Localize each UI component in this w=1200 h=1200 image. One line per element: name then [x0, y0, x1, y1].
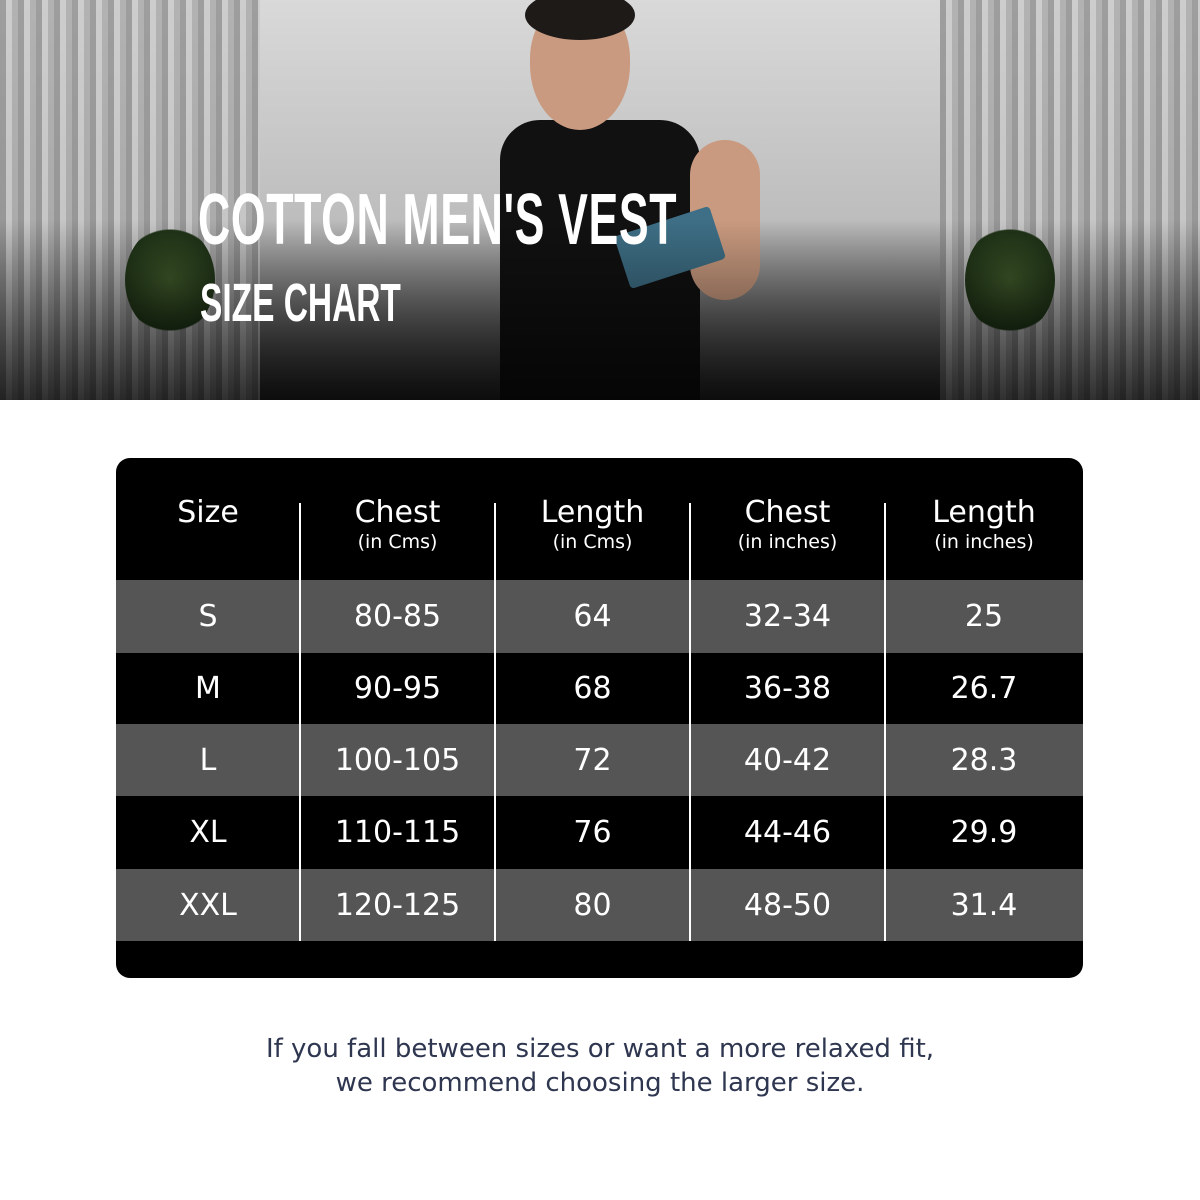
column-divider: [494, 503, 496, 941]
table-cell: 80-85: [353, 599, 442, 634]
table-cell: 64: [573, 599, 612, 634]
table-header: Size Chest (in Cms) Length (in Cms) Chest(…: [116, 458, 1083, 580]
header-length-cm: Length (in Cms): [495, 458, 690, 580]
header-length-in: Length (in inches): [885, 458, 1083, 580]
column-divider: [299, 503, 301, 941]
header-unit: (in Cms): [552, 531, 633, 553]
table-cell: 26.7: [950, 671, 1018, 706]
table-cell: XXL: [179, 887, 237, 923]
table-cell: 44-46: [743, 815, 832, 850]
hero-banner: COTTON MEN'S VEST SIZE CHART: [0, 0, 1200, 400]
size-chart-table: Size Chest (in Cms) Length (in Cms) Chest(…: [116, 458, 1083, 978]
table-cell: 110-115: [334, 815, 461, 850]
table-row: M 90-95 68 36-38 26.7: [116, 653, 1083, 724]
table-cell: 76: [573, 815, 612, 850]
table-cell: 100-105: [334, 742, 461, 778]
table-cell: M: [195, 671, 221, 706]
table-cell: 31.4: [950, 887, 1018, 923]
header-label: Size: [177, 495, 239, 530]
table-cell: 36-38: [743, 671, 832, 706]
table-cell: 29.9: [950, 815, 1018, 850]
table-row: S 80-85 64 32-34 25: [116, 580, 1083, 653]
table-cell: 120-125: [334, 887, 461, 923]
table-row: XL 110-115 76 44-46 29.9: [116, 796, 1083, 869]
table-cell: 32-34: [743, 599, 832, 634]
column-divider: [884, 503, 886, 941]
header-chest-in: Chest (in inches): [690, 458, 885, 580]
header-label: Length: [932, 495, 1036, 530]
table-cell: 72: [573, 742, 612, 778]
table-cell: XL: [189, 815, 227, 850]
header-size: Size: [116, 458, 300, 580]
table-cell: 40-42: [743, 742, 832, 778]
header-chest-cm: Chest (in Cms): [300, 458, 495, 580]
header-unit: (in inches): [934, 531, 1034, 553]
header-label: Chest: [354, 495, 441, 530]
page-title: COTTON MEN'S VEST: [198, 180, 678, 260]
note-line-1: If you fall between sizes or want a more…: [265, 1034, 935, 1064]
table-row: XXL 120-125 80 48-50 31.4: [116, 869, 1083, 941]
header-label: Length: [540, 495, 645, 530]
table-cell: 80: [573, 887, 612, 923]
table-cell: L: [199, 742, 217, 778]
table-cell: 25: [964, 599, 1004, 634]
table-cell: 48-50: [743, 887, 832, 923]
note-line-2: we recommend choosing the larger size.: [335, 1068, 865, 1098]
table-cell: 90-95: [353, 671, 442, 706]
fit-recommendation: If you fall between sizes or want a more…: [0, 1032, 1200, 1100]
header-unit: (in Cms): [357, 531, 438, 553]
page-subtitle: SIZE CHART: [200, 273, 401, 333]
column-divider: [689, 503, 691, 941]
table-cell: 28.3: [950, 742, 1018, 778]
table-row: L 100-105 72 40-42 28.3: [116, 724, 1083, 796]
header-label: Chest: [744, 495, 831, 530]
table-cell: S: [198, 599, 218, 634]
header-unit: (in inches): [737, 531, 838, 553]
table-cell: 68: [573, 671, 612, 706]
